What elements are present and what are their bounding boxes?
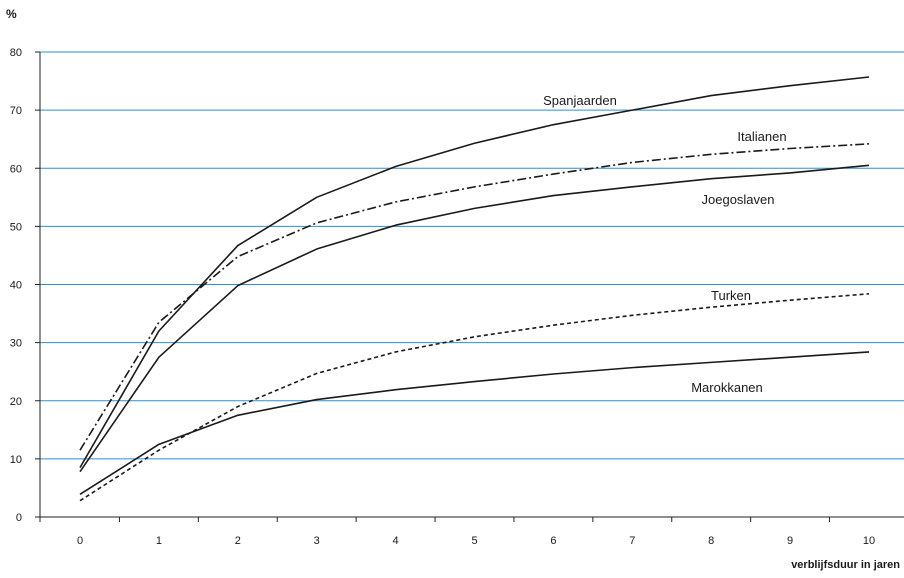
x-tick-label-7: 7 bbox=[629, 535, 635, 547]
y-axis-label: % bbox=[6, 7, 17, 21]
series-line-spanjaarden bbox=[79, 76, 870, 468]
y-tick-label-10: 10 bbox=[10, 454, 22, 466]
x-tick-label-10: 10 bbox=[863, 535, 875, 547]
series-line-italianen bbox=[79, 143, 870, 451]
x-tick-label-8: 8 bbox=[708, 535, 714, 547]
x-tick-label-9: 9 bbox=[787, 535, 793, 547]
x-tick-label-0: 0 bbox=[77, 535, 83, 547]
y-tick-label-70: 70 bbox=[10, 105, 22, 117]
x-tick-label-3: 3 bbox=[314, 535, 320, 547]
x-tick-label-4: 4 bbox=[393, 535, 399, 547]
series-line-joegoslaven bbox=[79, 164, 870, 473]
y-tick-label-80: 80 bbox=[10, 47, 22, 59]
series-label-turken: Turken bbox=[711, 288, 751, 303]
y-tick-label-0: 0 bbox=[16, 512, 22, 524]
axes bbox=[35, 51, 904, 522]
x-axis-label: verblijfsduur in jaren bbox=[791, 559, 900, 571]
x-tick-label-1: 1 bbox=[156, 535, 162, 547]
grid-lines bbox=[40, 51, 904, 460]
x-tick-label-2: 2 bbox=[235, 535, 241, 547]
y-tick-label-30: 30 bbox=[10, 338, 22, 350]
y-tick-label-20: 20 bbox=[10, 396, 22, 408]
series-line-turken bbox=[79, 293, 870, 502]
series-line-marokkanen bbox=[79, 351, 870, 496]
series-label-italianen: Italianen bbox=[737, 129, 786, 144]
series-label-spanjaarden: Spanjaarden bbox=[543, 93, 617, 108]
y-tick-label-50: 50 bbox=[10, 221, 22, 233]
y-tick-label-60: 60 bbox=[10, 163, 22, 175]
series-label-joegoslaven: Joegoslaven bbox=[702, 192, 775, 207]
tick-labels: 0 10 20 30 40 50 60 70 80 0 1 2 3 4 5 6 7 8 9 10 bbox=[10, 47, 875, 547]
x-tick-label-5: 5 bbox=[471, 535, 477, 547]
y-tick-label-40: 40 bbox=[10, 280, 22, 292]
series-lines bbox=[79, 76, 870, 502]
x-tick-label-6: 6 bbox=[550, 535, 556, 547]
series-labels: Spanjaarden Italianen Joegoslaven Turken Mar… bbox=[543, 93, 786, 395]
series-label-marokkanen: Marokkanen bbox=[691, 380, 763, 395]
